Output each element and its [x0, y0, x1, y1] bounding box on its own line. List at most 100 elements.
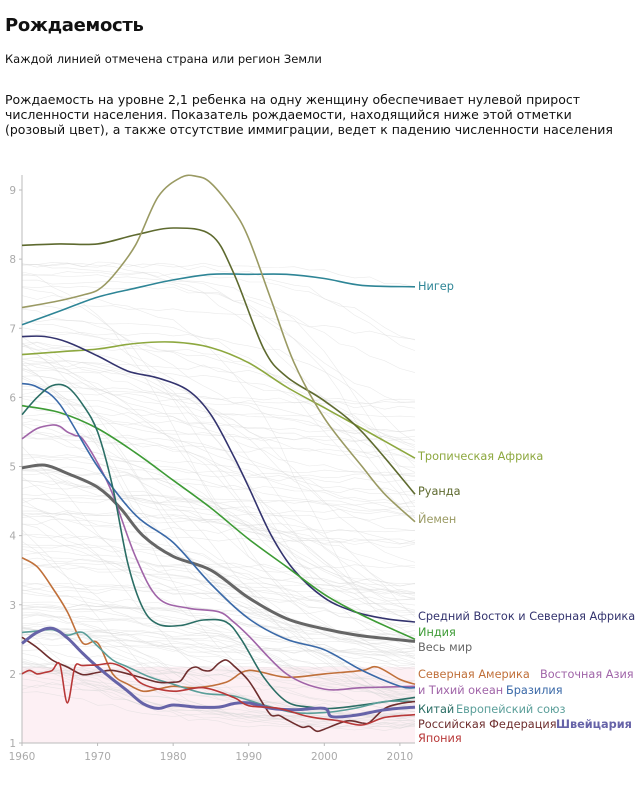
background-country-line: [21, 626, 416, 690]
background-country-line: [21, 344, 416, 435]
background-country-line: [21, 476, 416, 595]
series-label: Руанда: [418, 485, 461, 498]
series-line: [21, 626, 416, 719]
background-country-line: [21, 613, 416, 666]
background-country-line: [21, 369, 416, 405]
background-country-line: [21, 261, 416, 287]
series-labels: Нигер Тропическая Африка Руанда Йемен Средни…: [417, 280, 635, 745]
background-country-line: [21, 273, 416, 629]
background-country-line: [21, 592, 416, 614]
series-line: [21, 382, 416, 689]
background-country-line: [21, 619, 416, 663]
series-line: [21, 404, 416, 641]
series-line: [21, 273, 416, 326]
background-country-line: [21, 534, 416, 612]
series-label: Нигер: [418, 280, 454, 293]
series-line: [21, 335, 416, 623]
background-country-line: [21, 358, 416, 532]
x-tick-label: 1960: [9, 751, 36, 763]
background-country-line: [21, 375, 416, 655]
series-label: Индия: [418, 626, 456, 639]
background-country-line: [21, 453, 416, 693]
background-country-line: [21, 665, 416, 691]
series-label: Весь мир: [418, 641, 472, 654]
background-country-line: [21, 319, 416, 515]
series-layer: [21, 174, 416, 733]
series-line: [21, 661, 416, 726]
background-country-line: [21, 518, 416, 544]
background-country-line: [21, 614, 416, 684]
background-country-line: [21, 512, 416, 597]
x-tick-label: 2000: [311, 751, 338, 763]
chart-description: Рождаемость на уровне 2,1 ребенка на одн…: [5, 92, 613, 137]
background-country-line: [21, 510, 416, 623]
background-country-line: [21, 295, 416, 649]
series-label: Йемен: [418, 513, 456, 526]
series-line: [21, 227, 416, 495]
background-country-line: [21, 584, 416, 706]
series-label: Северная Америка: [418, 668, 530, 681]
background-country-line: [21, 662, 416, 729]
y-tick-label: 3: [9, 600, 16, 612]
y-tick-label: 8: [9, 254, 16, 266]
x-tick-label: 2010: [387, 751, 414, 763]
x-tick-label: 1970: [84, 751, 111, 763]
chart-subtitle: Каждой линией отмечена страна или регион…: [5, 52, 322, 66]
y-tick-label: 7: [9, 323, 16, 335]
background-country-line: [21, 471, 416, 511]
background-country-line: [21, 390, 416, 463]
background-country-line: [21, 327, 416, 410]
series-line: [21, 557, 416, 693]
series-line: [21, 383, 416, 710]
background-country-line: [21, 633, 416, 665]
series-line: [21, 174, 416, 523]
background-country-line: [21, 304, 416, 340]
y-tick-label: 9: [9, 185, 16, 197]
background-country-line: [21, 492, 416, 614]
y-tick-label: 5: [9, 462, 16, 474]
background-country-line: [21, 356, 416, 649]
background-country-line: [21, 363, 416, 634]
background-country-line: [21, 684, 416, 728]
background-country-line: [21, 631, 416, 665]
background-country-line: [21, 361, 416, 467]
y-tick-label: 1: [9, 738, 16, 750]
series-label: и Тихий океан: [418, 684, 503, 697]
x-tick-label: 1990: [235, 751, 262, 763]
series-label: Тропическая Африка: [417, 450, 543, 463]
background-country-line: [22, 386, 416, 563]
background-country-line: [21, 367, 416, 711]
background-country-line: [21, 470, 416, 515]
background-country-line: [21, 419, 416, 468]
background-country-line: [21, 395, 416, 476]
background-country-line: [21, 263, 416, 403]
background-country-line: [21, 512, 416, 569]
series-label: Китай: [418, 703, 454, 716]
background-country-line: [21, 456, 416, 626]
background-country-line: [21, 557, 416, 585]
background-country-line: [21, 512, 416, 534]
series-label: Япония: [418, 732, 462, 745]
background-country-line: [21, 480, 416, 548]
background-country-line: [21, 375, 416, 442]
background-country-line: [21, 629, 416, 671]
background-country-line: [21, 285, 416, 373]
background-country-line: [21, 432, 416, 513]
background-country-line: [21, 479, 416, 506]
background-country-line: [21, 345, 416, 473]
background-country-line: [21, 271, 416, 341]
y-tick-label: 4: [9, 531, 16, 543]
background-country-line: [21, 389, 416, 594]
background-country-line: [21, 629, 416, 656]
background-country-line: [21, 464, 416, 521]
series-label: Бразилия: [506, 684, 563, 697]
series-label: Швейцария: [556, 718, 632, 731]
series-line: [21, 424, 416, 691]
background-country-line: [21, 336, 416, 405]
background-country-line: [21, 469, 416, 494]
background-country-line: [21, 279, 416, 508]
background-country-line: [21, 264, 416, 449]
y-tick-label: 6: [9, 392, 16, 404]
background-country-line: [21, 663, 416, 695]
